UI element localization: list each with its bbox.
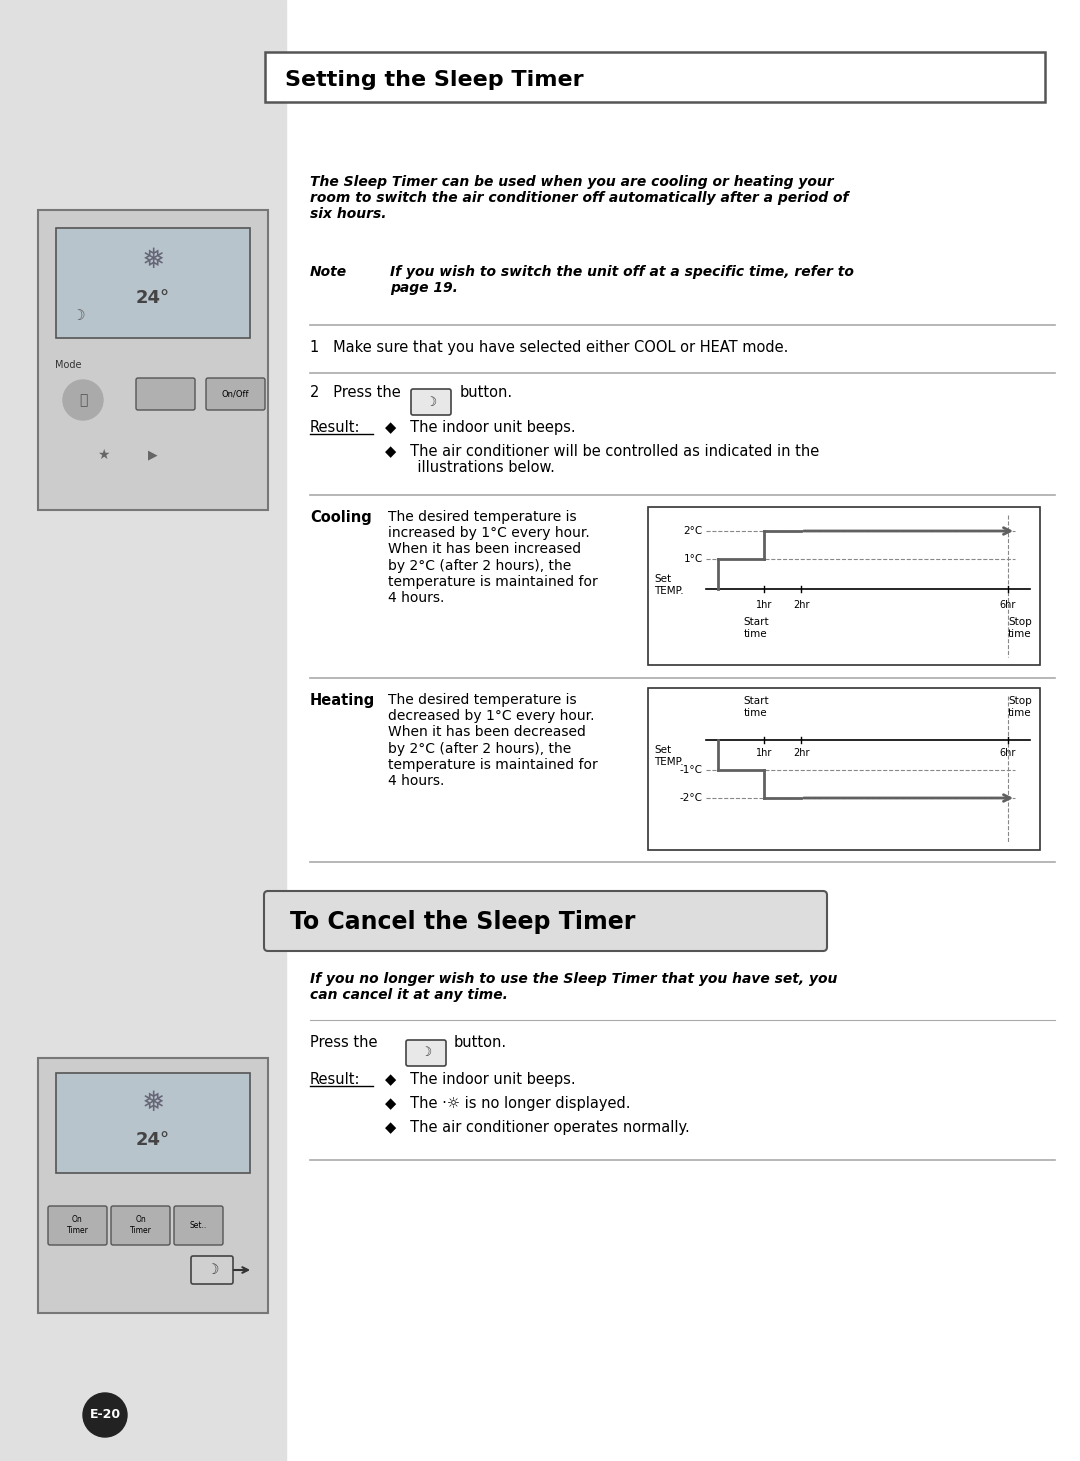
Text: 2hr: 2hr: [793, 748, 809, 758]
Text: Heating: Heating: [310, 693, 375, 709]
Text: ◆   The air conditioner operates normally.: ◆ The air conditioner operates normally.: [384, 1121, 690, 1135]
Text: 1hr: 1hr: [756, 748, 772, 758]
Text: 6hr: 6hr: [1000, 748, 1016, 758]
FancyBboxPatch shape: [174, 1205, 222, 1245]
Circle shape: [63, 380, 103, 419]
Text: -2°C: -2°C: [680, 793, 703, 804]
Text: 24°: 24°: [136, 289, 170, 307]
Text: 2°C: 2°C: [684, 526, 703, 536]
FancyBboxPatch shape: [406, 1040, 446, 1067]
Text: ❅: ❅: [141, 245, 164, 275]
Text: Cooling: Cooling: [310, 510, 372, 524]
Text: 2   Press the: 2 Press the: [310, 386, 401, 400]
Text: Result:: Result:: [310, 419, 361, 435]
Text: ❅: ❅: [141, 1088, 164, 1118]
FancyBboxPatch shape: [411, 389, 451, 415]
Text: Set
TEMP.: Set TEMP.: [654, 745, 684, 767]
Text: -1°C: -1°C: [680, 766, 703, 774]
Text: 6hr: 6hr: [1000, 600, 1016, 611]
Text: The desired temperature is
increased by 1°C every hour.
When it has been increas: The desired temperature is increased by …: [388, 510, 597, 605]
Text: E-20: E-20: [90, 1408, 121, 1422]
Text: Mode: Mode: [55, 359, 81, 370]
Bar: [38, 1058, 268, 1313]
Bar: [265, 53, 1045, 102]
Text: 1°C: 1°C: [684, 554, 703, 564]
Text: On/Off: On/Off: [221, 390, 248, 399]
Text: 24°: 24°: [136, 1131, 170, 1148]
Text: If you no longer wish to use the Sleep Timer that you have set, you
can cancel i: If you no longer wish to use the Sleep T…: [310, 972, 837, 1002]
Text: ▶: ▶: [148, 449, 158, 462]
Text: Result:: Result:: [310, 1072, 361, 1087]
Text: Note: Note: [310, 264, 347, 279]
Bar: [56, 228, 249, 337]
Bar: [648, 688, 1040, 850]
Text: 2hr: 2hr: [793, 600, 809, 611]
FancyBboxPatch shape: [191, 1256, 233, 1284]
Text: The Sleep Timer can be used when you are cooling or heating your
room to switch : The Sleep Timer can be used when you are…: [310, 175, 849, 222]
Text: Set..: Set..: [190, 1220, 207, 1230]
Text: Start
time: Start time: [743, 617, 769, 638]
Text: The desired temperature is
decreased by 1°C every hour.
When it has been decreas: The desired temperature is decreased by …: [388, 693, 597, 787]
FancyBboxPatch shape: [111, 1205, 170, 1245]
Text: button.: button.: [454, 1034, 508, 1050]
Text: ◆   The indoor unit beeps.: ◆ The indoor unit beeps.: [384, 1072, 576, 1087]
Bar: [56, 1072, 249, 1173]
Bar: [648, 507, 1040, 665]
Text: 1hr: 1hr: [756, 600, 772, 611]
Text: Stop
time: Stop time: [1008, 617, 1031, 638]
FancyBboxPatch shape: [206, 378, 265, 411]
Text: Stop
time: Stop time: [1008, 695, 1031, 717]
Text: button.: button.: [460, 386, 513, 400]
Text: ◆   The air conditioner will be controlled as indicated in the
       illustrati: ◆ The air conditioner will be controlled…: [384, 443, 820, 475]
Text: ☽: ☽: [206, 1262, 218, 1277]
Bar: [38, 210, 268, 510]
Text: If you wish to switch the unit off at a specific time, refer to
page 19.: If you wish to switch the unit off at a …: [390, 264, 854, 295]
Text: To Cancel the Sleep Timer: To Cancel the Sleep Timer: [291, 910, 635, 934]
Text: ⏻: ⏻: [79, 393, 87, 408]
Text: ☽: ☽: [71, 307, 85, 323]
Text: Setting the Sleep Timer: Setting the Sleep Timer: [285, 70, 583, 91]
Text: ☽: ☽: [420, 1046, 432, 1059]
FancyBboxPatch shape: [48, 1205, 107, 1245]
Text: ★: ★: [97, 449, 109, 462]
Text: Press the: Press the: [310, 1034, 378, 1050]
FancyBboxPatch shape: [136, 378, 195, 411]
Text: On
Timer: On Timer: [130, 1216, 151, 1235]
Bar: [0, 0, 286, 1461]
Text: ◆   The indoor unit beeps.: ◆ The indoor unit beeps.: [384, 419, 576, 435]
Text: On
Timer: On Timer: [67, 1216, 89, 1235]
Circle shape: [83, 1392, 127, 1438]
FancyBboxPatch shape: [264, 891, 827, 951]
Text: Set
TEMP.: Set TEMP.: [654, 574, 684, 596]
Text: ◆   The ·☼ is no longer displayed.: ◆ The ·☼ is no longer displayed.: [384, 1096, 631, 1110]
Text: 1   Make sure that you have selected either COOL or HEAT mode.: 1 Make sure that you have selected eithe…: [310, 340, 788, 355]
Text: ☽: ☽: [426, 396, 436, 409]
Text: Start
time: Start time: [743, 695, 769, 717]
